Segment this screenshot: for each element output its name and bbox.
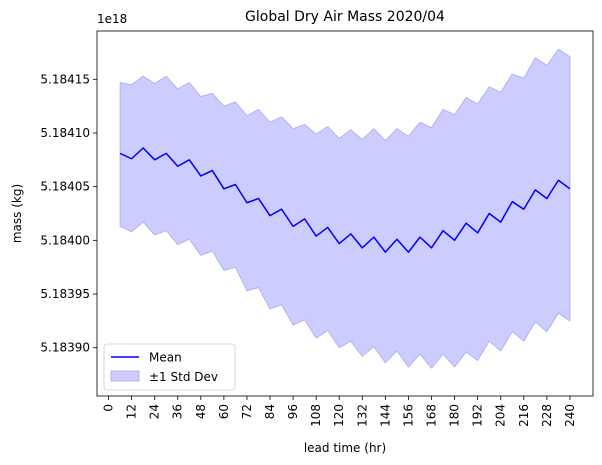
x-tick-label: 60 xyxy=(217,404,231,419)
y-tick-label: 5.18400 xyxy=(40,233,90,247)
legend-mean-label: Mean xyxy=(149,351,182,365)
mean-line xyxy=(119,147,571,253)
x-tick-label: 96 xyxy=(286,404,300,419)
x-tick-label: 0 xyxy=(102,404,116,412)
x-tick-label: 132 xyxy=(355,404,369,427)
x-tick-label: 180 xyxy=(448,404,462,427)
legend: Mean ±1 Std Dev xyxy=(103,343,236,391)
chart-title: Global Dry Air Mass 2020/04 xyxy=(245,9,445,25)
std-dev-band xyxy=(119,48,571,369)
x-tick-label: 216 xyxy=(517,404,531,427)
y-tick-label: 5.18395 xyxy=(40,287,90,301)
x-tick-label: 156 xyxy=(401,404,415,427)
x-tick-label: 228 xyxy=(540,404,554,427)
x-tick-label: 72 xyxy=(240,404,254,419)
y-tick-label: 5.18410 xyxy=(40,126,90,140)
x-tick-label: 12 xyxy=(125,404,139,419)
plot-area xyxy=(119,48,571,369)
legend-band-label: ±1 Std Dev xyxy=(149,370,218,384)
y-tick-label: 5.18415 xyxy=(40,72,90,86)
y-tick-label: 5.18390 xyxy=(40,341,90,355)
x-tick-label: 120 xyxy=(332,404,346,427)
y-offset-label: 1e18 xyxy=(97,12,127,26)
x-axis-label: lead time (hr) xyxy=(304,441,386,455)
x-tick-label: 144 xyxy=(378,404,392,427)
y-axis-ticks: 5.18390 5.18395 5.18400 5.18405 5.18410 5.184… xyxy=(40,72,97,355)
y-tick-label: 5.18405 xyxy=(40,180,90,194)
x-tick-label: 240 xyxy=(563,404,577,427)
x-tick-label: 192 xyxy=(471,404,485,427)
x-tick-label: 204 xyxy=(494,404,508,427)
x-axis-ticks: 0 12 24 36 48 60 72 84 96 108 120 132 144 156 168 180 19… xyxy=(102,396,577,427)
x-tick-label: 24 xyxy=(148,404,162,419)
legend-band-swatch xyxy=(110,370,140,382)
x-tick-label: 168 xyxy=(425,404,439,427)
x-tick-label: 108 xyxy=(309,404,323,427)
x-tick-label: 84 xyxy=(263,404,277,419)
y-axis-label: mass (kg) xyxy=(10,184,24,243)
x-tick-label: 48 xyxy=(194,404,208,419)
plot-frame xyxy=(96,30,594,397)
x-tick-label: 36 xyxy=(171,404,185,419)
